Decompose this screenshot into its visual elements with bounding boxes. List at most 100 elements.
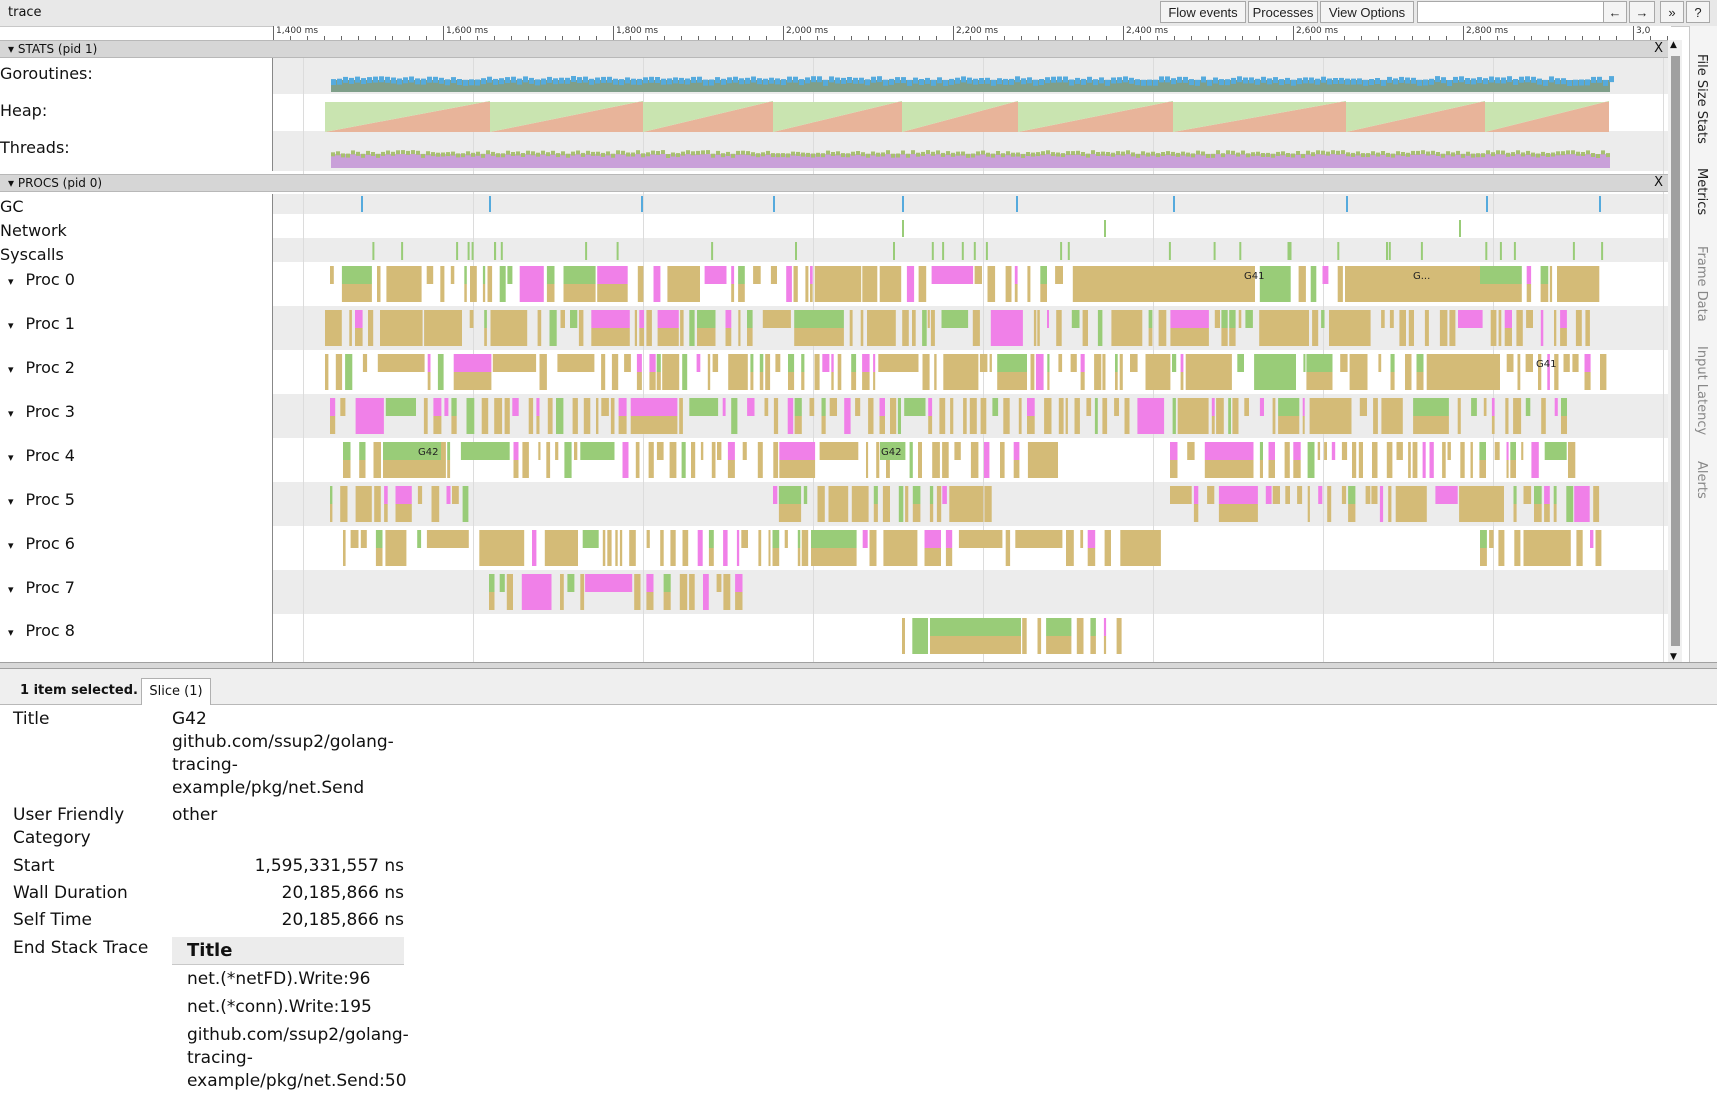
threads-counter-bar[interactable] — [1141, 151, 1145, 156]
threads-counter-bar[interactable] — [396, 150, 400, 155]
proc-slice[interactable] — [1307, 442, 1315, 478]
proc-slice[interactable] — [758, 548, 762, 566]
proc-slice[interactable] — [1015, 530, 1063, 548]
threads-counter-bar[interactable] — [996, 151, 1000, 155]
proc-slice[interactable] — [945, 548, 953, 566]
expand-icon[interactable]: ▾ — [8, 495, 14, 508]
proc-slice[interactable] — [1170, 328, 1209, 346]
proc-slice[interactable] — [1561, 416, 1567, 434]
threads-counter-bar[interactable] — [971, 153, 975, 158]
proc-slice[interactable] — [762, 310, 791, 328]
proc-slice[interactable] — [1526, 266, 1532, 284]
goroutines-counter-bar[interactable] — [1297, 78, 1302, 85]
proc-slice[interactable] — [1449, 310, 1456, 346]
threads-counter-bar[interactable] — [511, 152, 515, 156]
threads-counter-bar[interactable] — [691, 151, 695, 156]
proc-slice[interactable] — [1513, 504, 1517, 522]
proc-slice[interactable] — [1413, 416, 1449, 434]
threads-counter-bar[interactable] — [731, 153, 735, 158]
proc-slice[interactable] — [814, 266, 862, 284]
threads-counter-bar[interactable] — [496, 153, 500, 158]
proc-slice[interactable] — [507, 266, 513, 284]
proc-slice[interactable] — [451, 416, 457, 434]
threads-counter-bar[interactable] — [401, 150, 405, 155]
help-button[interactable]: ? — [1686, 1, 1710, 23]
goroutines-counter-bar[interactable] — [643, 77, 648, 84]
proc-slice[interactable] — [757, 442, 763, 460]
proc-slice[interactable] — [768, 548, 771, 566]
proc-slice[interactable] — [773, 442, 779, 460]
proc-slice[interactable] — [811, 548, 857, 566]
threads-counter-bar[interactable] — [1026, 152, 1030, 156]
goroutines-counter-bar[interactable] — [931, 79, 936, 86]
proc-slice[interactable] — [1349, 354, 1368, 372]
proc-slice[interactable] — [750, 354, 754, 372]
proc-slice[interactable] — [637, 266, 644, 284]
goroutines-counter-bar[interactable] — [1585, 79, 1590, 86]
proc-slice[interactable] — [574, 442, 578, 460]
threads-counter-bar[interactable] — [1421, 150, 1425, 155]
threads-counter-bar[interactable] — [1301, 153, 1305, 158]
proc-slice[interactable] — [811, 530, 857, 548]
proc-slice[interactable] — [667, 284, 700, 302]
proc-slice[interactable] — [1076, 636, 1084, 654]
proc-slice[interactable] — [711, 460, 716, 478]
proc-slice[interactable] — [639, 328, 645, 346]
proc-slice[interactable] — [583, 416, 591, 434]
threads-counter-bar[interactable] — [386, 150, 390, 155]
proc-slice[interactable] — [980, 398, 987, 416]
proc-slice[interactable] — [1516, 328, 1523, 346]
threads-counter-bar[interactable] — [1151, 151, 1155, 156]
threads-counter-bar[interactable] — [801, 152, 805, 157]
proc-slice[interactable] — [1018, 398, 1022, 416]
proc-slice[interactable] — [1216, 398, 1224, 416]
proc-slice[interactable] — [1523, 530, 1571, 548]
proc-slice[interactable] — [1218, 504, 1258, 522]
threads-counter-bar[interactable] — [986, 152, 990, 157]
threads-counter-bar[interactable] — [1596, 154, 1600, 158]
goroutines-counter-bar[interactable] — [805, 77, 810, 84]
proc-slice[interactable] — [1119, 372, 1123, 390]
proc-slice[interactable] — [837, 372, 842, 390]
proc-slice[interactable] — [341, 266, 372, 284]
procs-close-button[interactable]: X — [1654, 175, 1663, 190]
proc-slice[interactable] — [335, 354, 343, 390]
proc-slice[interactable] — [384, 486, 388, 504]
proc-slice[interactable] — [1090, 618, 1096, 636]
proc-slice[interactable] — [797, 530, 801, 548]
proc-slice[interactable] — [1087, 530, 1096, 548]
proc-slice[interactable] — [869, 548, 877, 566]
proc-slice[interactable] — [817, 486, 825, 504]
threads-counter-bar[interactable] — [1016, 152, 1020, 157]
threads-counter-bar[interactable] — [716, 150, 720, 155]
proc-slice[interactable] — [831, 354, 834, 372]
proc-slice[interactable] — [778, 486, 802, 504]
threads-counter-bar[interactable] — [551, 150, 555, 155]
goroutines-counter-bar[interactable] — [1129, 77, 1134, 84]
proc-slice[interactable] — [624, 354, 631, 372]
tab-slice[interactable]: Slice (1) — [141, 678, 211, 705]
goroutine-slice[interactable] — [930, 618, 1008, 636]
goroutines-counter-bar[interactable] — [1507, 76, 1512, 83]
goroutines-counter-bar[interactable] — [487, 76, 492, 83]
goroutines-counter-bar[interactable] — [787, 76, 792, 83]
proc-slice[interactable] — [759, 372, 764, 390]
threads-counter-bar[interactable] — [911, 150, 915, 155]
proc-slice[interactable] — [1027, 416, 1035, 434]
goroutines-counter-bar[interactable] — [979, 78, 984, 84]
threads-counter-bar[interactable] — [1111, 152, 1115, 157]
proc-slice[interactable] — [708, 530, 714, 548]
goroutines-counter-bar[interactable] — [1495, 77, 1500, 84]
proc-slice[interactable] — [1221, 310, 1228, 328]
proc-slice[interactable] — [950, 398, 954, 434]
proc-slice[interactable] — [1102, 354, 1106, 372]
proc-slice[interactable] — [1560, 328, 1567, 346]
goroutines-counter-bar[interactable] — [1441, 77, 1446, 84]
proc-slice[interactable] — [646, 574, 654, 592]
threads-counter-bar[interactable] — [1266, 152, 1270, 157]
proc-slice[interactable] — [1365, 486, 1371, 504]
goroutines-counter-bar[interactable] — [1159, 76, 1164, 83]
threads-counter-bar[interactable] — [1411, 150, 1415, 155]
proc-slice[interactable] — [330, 486, 333, 504]
threads-counter-bar[interactable] — [746, 151, 750, 156]
